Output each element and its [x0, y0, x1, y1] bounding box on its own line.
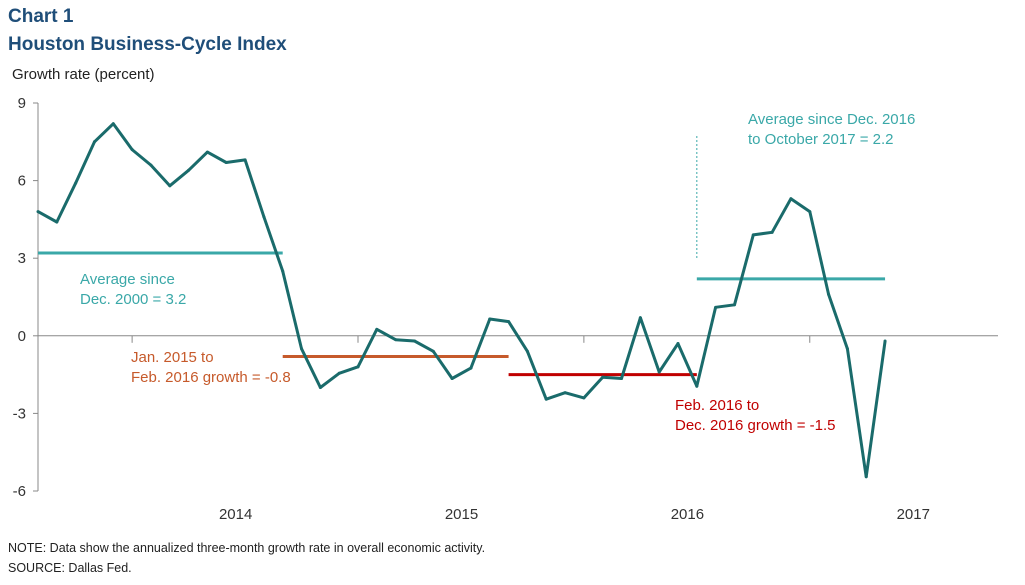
annotation-since-2000-line1: Average since — [80, 271, 175, 288]
chart-source: SOURCE: Dallas Fed. — [8, 561, 132, 575]
y-axis-label: Growth rate (percent) — [12, 66, 155, 83]
annotation-2015-line2: Feb. 2016 growth = -0.8 — [131, 369, 291, 386]
data-point — [883, 339, 887, 343]
x-tick-label: 2014 — [219, 506, 252, 523]
data-point — [187, 168, 191, 172]
annotation-2015-line1: Jan. 2015 to — [131, 349, 214, 366]
y-tick-label: 6 — [18, 173, 26, 190]
chart-number: Chart 1 — [8, 6, 74, 27]
y-tick-label: -3 — [13, 405, 26, 422]
y-tick-label: 3 — [18, 250, 26, 267]
data-point — [224, 160, 228, 164]
data-point — [168, 184, 172, 188]
annotation-2016-line2: Dec. 2016 growth = -1.5 — [675, 417, 836, 434]
data-point — [55, 220, 59, 224]
data-point — [695, 384, 699, 388]
data-point — [544, 397, 548, 401]
data-point — [732, 303, 736, 307]
x-tick-label: 2017 — [897, 506, 930, 523]
data-point — [789, 197, 793, 201]
data-point — [281, 269, 285, 273]
annotation-since-2000-line2: Dec. 2000 = 3.2 — [80, 291, 186, 308]
data-point — [582, 396, 586, 400]
data-point — [770, 230, 774, 234]
chart-title: Houston Business-Cycle Index — [8, 34, 287, 55]
data-point — [563, 391, 567, 395]
y-tick-label: 9 — [18, 95, 26, 112]
chart-note: NOTE: Data show the annualized three-mon… — [8, 541, 486, 555]
data-point — [676, 342, 680, 346]
data-point — [525, 349, 529, 353]
y-tick-label: -6 — [13, 483, 26, 500]
series-line — [37, 122, 887, 479]
x-tick-label: 2015 — [445, 506, 478, 523]
data-point — [412, 339, 416, 343]
data-point — [243, 158, 247, 162]
data-point — [111, 122, 115, 126]
data-point — [450, 376, 454, 380]
data-point — [751, 233, 755, 237]
data-point — [130, 148, 134, 152]
data-point — [337, 371, 341, 375]
data-point — [300, 347, 304, 351]
data-point — [205, 150, 209, 154]
data-point — [845, 347, 849, 351]
y-tick-label: 0 — [18, 328, 26, 345]
data-point — [620, 376, 624, 380]
data-point — [431, 349, 435, 353]
data-point — [356, 365, 360, 369]
data-point — [714, 305, 718, 309]
data-point — [864, 475, 868, 479]
data-point — [488, 317, 492, 321]
data-point — [394, 338, 398, 342]
data-point — [318, 386, 322, 390]
data-point — [262, 215, 266, 219]
data-point — [375, 327, 379, 331]
data-point — [638, 316, 642, 320]
data-point — [469, 366, 473, 370]
data-point — [507, 320, 511, 324]
data-point — [657, 370, 661, 374]
data-point — [149, 163, 153, 167]
data-point — [827, 292, 831, 296]
data-point — [92, 140, 96, 144]
annotation-since-dec-2016-line1: Average since Dec. 2016 — [748, 111, 915, 128]
data-point — [36, 210, 40, 214]
data-point — [74, 181, 78, 185]
x-tick-label: 2016 — [671, 506, 704, 523]
annotation-since-dec-2016-line2: to October 2017 = 2.2 — [748, 131, 894, 148]
data-point — [808, 210, 812, 214]
annotation-2016-line1: Feb. 2016 to — [675, 397, 759, 414]
data-point — [601, 375, 605, 379]
